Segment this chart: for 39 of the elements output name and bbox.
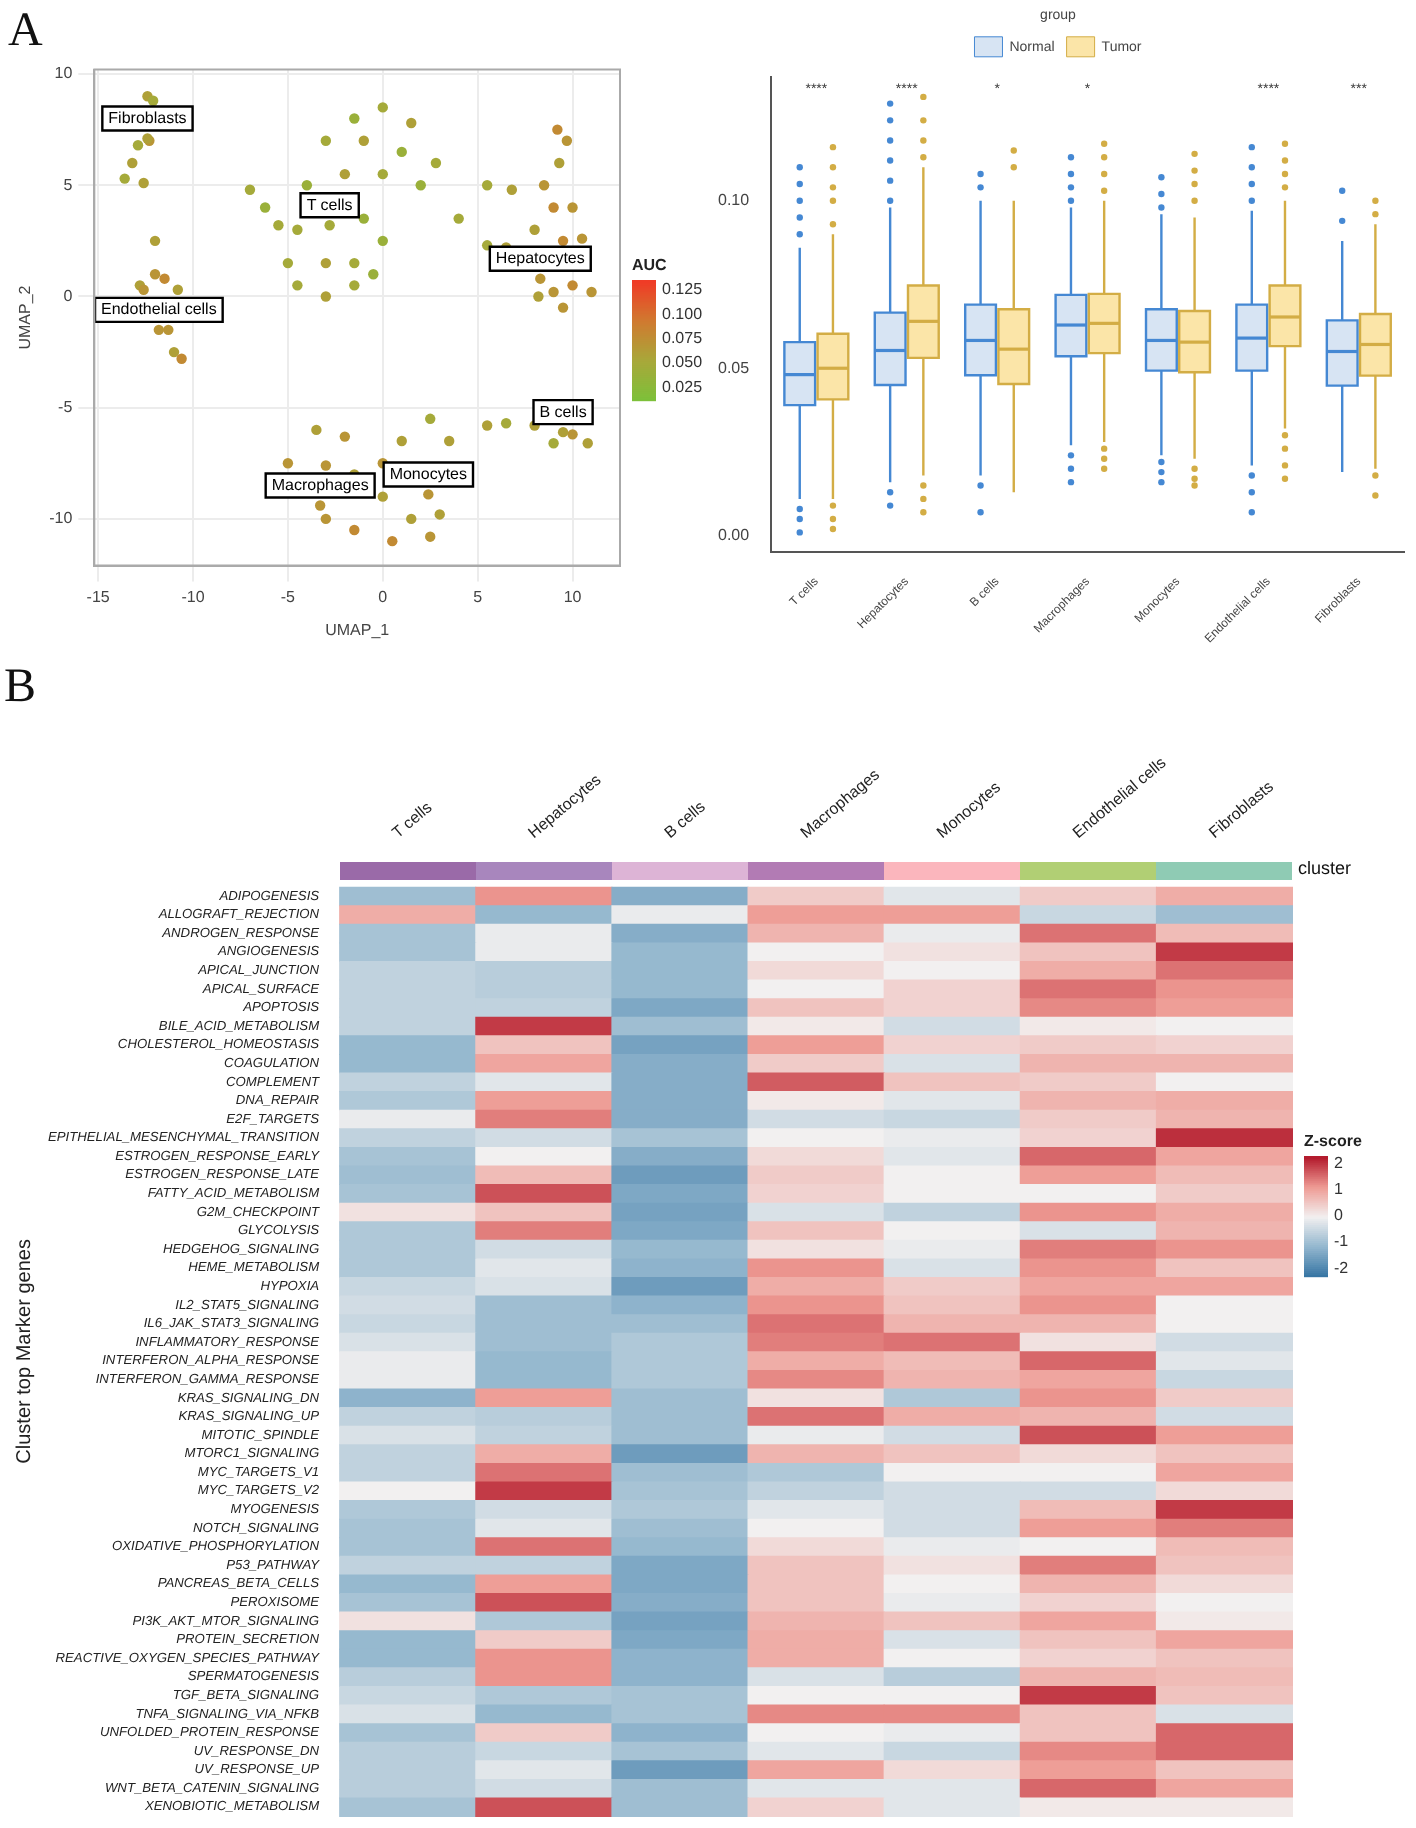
y-tick-label: 0.05 (717, 358, 751, 377)
y-tick-label: 10 (54, 64, 74, 83)
chart-title: B (4, 661, 37, 714)
x-tick-label: -15 (86, 587, 111, 606)
color-bar-title: Z-score (1304, 1132, 1363, 1151)
x-tick-label: T cells (388, 798, 436, 842)
color-bar-label: 0.100 (662, 304, 704, 323)
x-tick-label: 10 (563, 587, 583, 606)
chart-title: A (8, 5, 44, 58)
y-tick-label: -10 (49, 509, 74, 528)
y-tick-label: 5 (63, 175, 74, 194)
y-tick-label: -5 (58, 398, 74, 417)
color-bar-label: 0.075 (662, 328, 704, 347)
annotation: Endothelial cells (101, 300, 217, 319)
x-tick-label: B cells (660, 797, 709, 842)
y-tick-label: 0.10 (717, 191, 751, 210)
annotation: T cells (306, 195, 353, 214)
color-bar-label: -1 (1334, 1232, 1350, 1251)
color-bar-title: AUC (632, 256, 668, 275)
color-bar-label: 0 (1334, 1206, 1344, 1225)
annotation: Macrophages (271, 475, 369, 494)
x-tick-label: 5 (473, 587, 484, 606)
y-tick-label: 0 (63, 286, 74, 305)
color-bar-label: 0.025 (662, 377, 704, 396)
color-bar-label: -2 (1334, 1258, 1350, 1277)
annotation: Fibroblasts (108, 108, 187, 127)
color-bar-label: 0.125 (662, 280, 704, 299)
annotation: Hepatocytes (495, 249, 585, 268)
color-bar-label: 0.050 (662, 353, 704, 372)
x-axis-title: UMAP_1 (325, 620, 391, 639)
y-axis-title: Cluster top Marker genes (13, 1239, 36, 1464)
y-tick-label: 0.00 (717, 526, 751, 545)
annotation: B cells (539, 402, 587, 421)
annotation: Monocytes (389, 464, 468, 483)
x-tick-label: 0 (378, 587, 389, 606)
color-bar-label: 1 (1334, 1180, 1344, 1199)
color-bar-label: 2 (1334, 1154, 1344, 1173)
y-axis-title: UMAP_2 (16, 284, 35, 350)
text: cluster (1298, 858, 1352, 879)
